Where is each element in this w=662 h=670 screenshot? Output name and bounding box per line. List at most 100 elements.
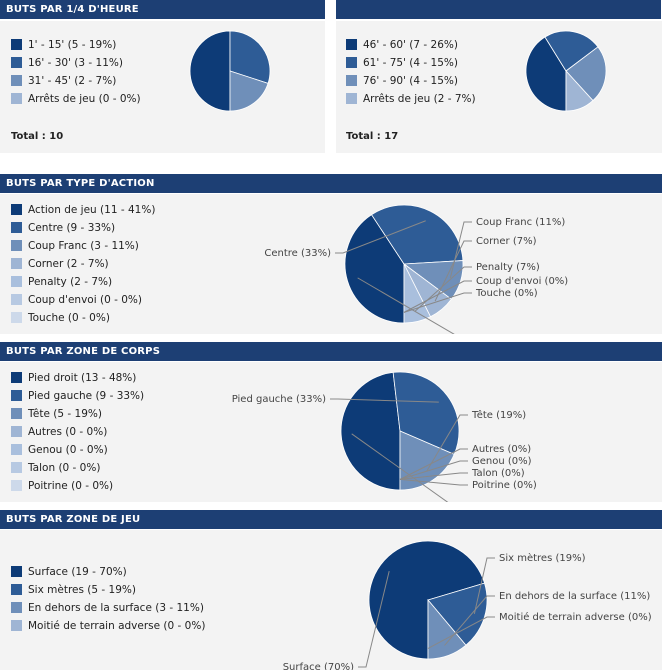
legend-item: 16' - 30' (3 - 11%) xyxy=(11,56,141,74)
legend-swatch xyxy=(11,602,22,613)
legend-item: Talon (0 - 0%) xyxy=(11,461,144,479)
slice-label: Surface (70%) xyxy=(283,662,354,670)
legend-label: Arrêts de jeu (0 - 0%) xyxy=(28,93,141,105)
slice-label: Coup d'envoi (0%) xyxy=(476,276,568,287)
section-header: BUTS PAR TYPE D'ACTION xyxy=(0,174,662,193)
legend-label: 76' - 90' (4 - 15%) xyxy=(363,75,458,87)
legend-swatch xyxy=(11,390,22,401)
slice-label: En dehors de la surface (11%) xyxy=(499,591,650,602)
chart-legend: Surface (19 - 70%) Six mètres (5 - 19%) En… xyxy=(11,565,205,637)
legend-label: Centre (9 - 33%) xyxy=(28,222,116,234)
legend-label: 46' - 60' (7 - 26%) xyxy=(363,39,458,51)
slice-label: Pied gauche (33%) xyxy=(232,394,326,405)
legend-label: Surface (19 - 70%) xyxy=(28,566,127,578)
legend-item: Autres (0 - 0%) xyxy=(11,425,144,443)
legend-label: Six mètres (5 - 19%) xyxy=(28,584,136,596)
pie-slice xyxy=(544,30,599,72)
section-body: BUTS PAR ZONE DE CORPS Pied droit (13 - … xyxy=(0,342,662,502)
pie-chart xyxy=(189,30,271,112)
pie-slice xyxy=(229,30,271,84)
slice-label: Tête (19%) xyxy=(471,409,526,421)
pie-slice xyxy=(392,371,460,455)
legend-label: Poitrine (0 - 0%) xyxy=(28,480,114,492)
slice-label: Six mètres (19%) xyxy=(499,552,586,564)
total-label: Total : 10 xyxy=(11,131,64,142)
chart-legend: 1' - 15' (5 - 19%) 16' - 30' (3 - 11%) 31'… xyxy=(11,38,141,110)
pie-slice xyxy=(565,46,607,102)
legend-label: 1' - 15' (5 - 19%) xyxy=(28,39,117,51)
legend-item: Action de jeu (11 - 41%) xyxy=(11,203,155,221)
chart-legend: Action de jeu (11 - 41%) Centre (9 - 33%)… xyxy=(11,203,155,329)
legend-item: Moitié de terrain adverse (0 - 0%) xyxy=(11,619,205,637)
legend-item: Arrêts de jeu (0 - 0%) xyxy=(11,92,141,110)
legend-swatch xyxy=(11,480,22,491)
legend-item: Penalty (2 - 7%) xyxy=(11,275,155,293)
callout-line xyxy=(434,240,472,302)
pie-chart: Action de jeu (41%)Centre (33%)Coup Fran… xyxy=(264,204,568,334)
legend-swatch xyxy=(11,240,22,251)
legend-item: Centre (9 - 33%) xyxy=(11,221,155,239)
callout-line xyxy=(473,557,495,614)
legend-label: Action de jeu (11 - 41%) xyxy=(28,204,156,216)
callout-line xyxy=(427,616,495,649)
legend-swatch xyxy=(11,258,22,269)
legend-swatch xyxy=(11,462,22,473)
legend-item: Corner (2 - 7%) xyxy=(11,257,155,275)
legend-swatch xyxy=(11,426,22,437)
legend-label: Coup d'envoi (0 - 0%) xyxy=(28,294,142,306)
legend-label: Arrêts de jeu (2 - 7%) xyxy=(363,93,476,105)
chart-panel: Surface (19 - 70%) Six mètres (5 - 19%) En… xyxy=(0,530,662,670)
chart-legend: 46' - 60' (7 - 26%) 61' - 75' (4 - 15%) 76… xyxy=(346,38,476,110)
legend-swatch xyxy=(11,276,22,287)
chart-panel: Pied droit (13 - 48%) Pied gauche (9 - 33… xyxy=(0,362,662,502)
legend-item: 61' - 75' (4 - 15%) xyxy=(346,56,476,74)
legend-label: Pied gauche (9 - 33%) xyxy=(28,390,145,402)
callout-line xyxy=(403,292,472,313)
callout-line xyxy=(399,460,468,480)
legend-item: Surface (19 - 70%) xyxy=(11,565,205,583)
legend-item: 76' - 90' (4 - 15%) xyxy=(346,74,476,92)
legend-item: 1' - 15' (5 - 19%) xyxy=(11,38,141,56)
legend-label: 16' - 30' (3 - 11%) xyxy=(28,57,123,69)
section-action: BUTS PAR TYPE D'ACTION Action de jeu (11… xyxy=(0,174,662,334)
legend-swatch xyxy=(11,93,22,104)
callout-line xyxy=(426,414,468,472)
legend-label: Genou (0 - 0%) xyxy=(28,444,108,456)
slice-label: Centre (33%) xyxy=(264,248,331,259)
legend-swatch xyxy=(346,39,357,50)
legend-item: Coup d'envoi (0 - 0%) xyxy=(11,293,155,311)
pie-slice xyxy=(368,540,486,660)
pie-slice xyxy=(427,582,488,646)
legend-swatch xyxy=(11,620,22,631)
section-zone: BUTS PAR ZONE DE JEU Surface (19 - 70%) S… xyxy=(0,510,662,670)
legend-label: Touche (0 - 0%) xyxy=(28,312,110,324)
chart-legend: Pied droit (13 - 48%) Pied gauche (9 - 33… xyxy=(11,371,144,497)
section-header xyxy=(336,0,661,19)
callout-line xyxy=(444,595,495,646)
legend-swatch xyxy=(11,39,22,50)
callout-line xyxy=(330,398,439,403)
legend-item: En dehors de la surface (3 - 11%) xyxy=(11,601,205,619)
legend-swatch xyxy=(11,222,22,233)
callout-line xyxy=(351,433,449,502)
legend-swatch xyxy=(11,408,22,419)
pie-slice xyxy=(340,371,401,491)
legend-swatch xyxy=(346,93,357,104)
legend-swatch xyxy=(11,57,22,68)
callout-line xyxy=(414,266,472,312)
legend-swatch xyxy=(11,584,22,595)
legend-item: Genou (0 - 0%) xyxy=(11,443,144,461)
callout-line xyxy=(399,472,468,480)
chart-panel: 1' - 15' (5 - 19%) 16' - 30' (3 - 11%) 31'… xyxy=(0,21,325,153)
legend-label: Tête (5 - 19%) xyxy=(28,408,102,420)
legend-item: Arrêts de jeu (2 - 7%) xyxy=(346,92,476,110)
legend-item: Poitrine (0 - 0%) xyxy=(11,479,144,497)
legend-label: Moitié de terrain adverse (0 - 0%) xyxy=(28,620,206,632)
section-quarters: BUTS PAR 1/4 D'HEURE 1' - 15' (5 - 19%) 1… xyxy=(0,0,662,155)
slice-label: Genou (0%) xyxy=(472,456,532,467)
pie-slice xyxy=(229,70,269,112)
legend-label: Coup Franc (3 - 11%) xyxy=(28,240,139,252)
callout-line xyxy=(403,280,472,313)
pie-slice xyxy=(565,69,594,112)
legend-item: Pied droit (13 - 48%) xyxy=(11,371,144,389)
